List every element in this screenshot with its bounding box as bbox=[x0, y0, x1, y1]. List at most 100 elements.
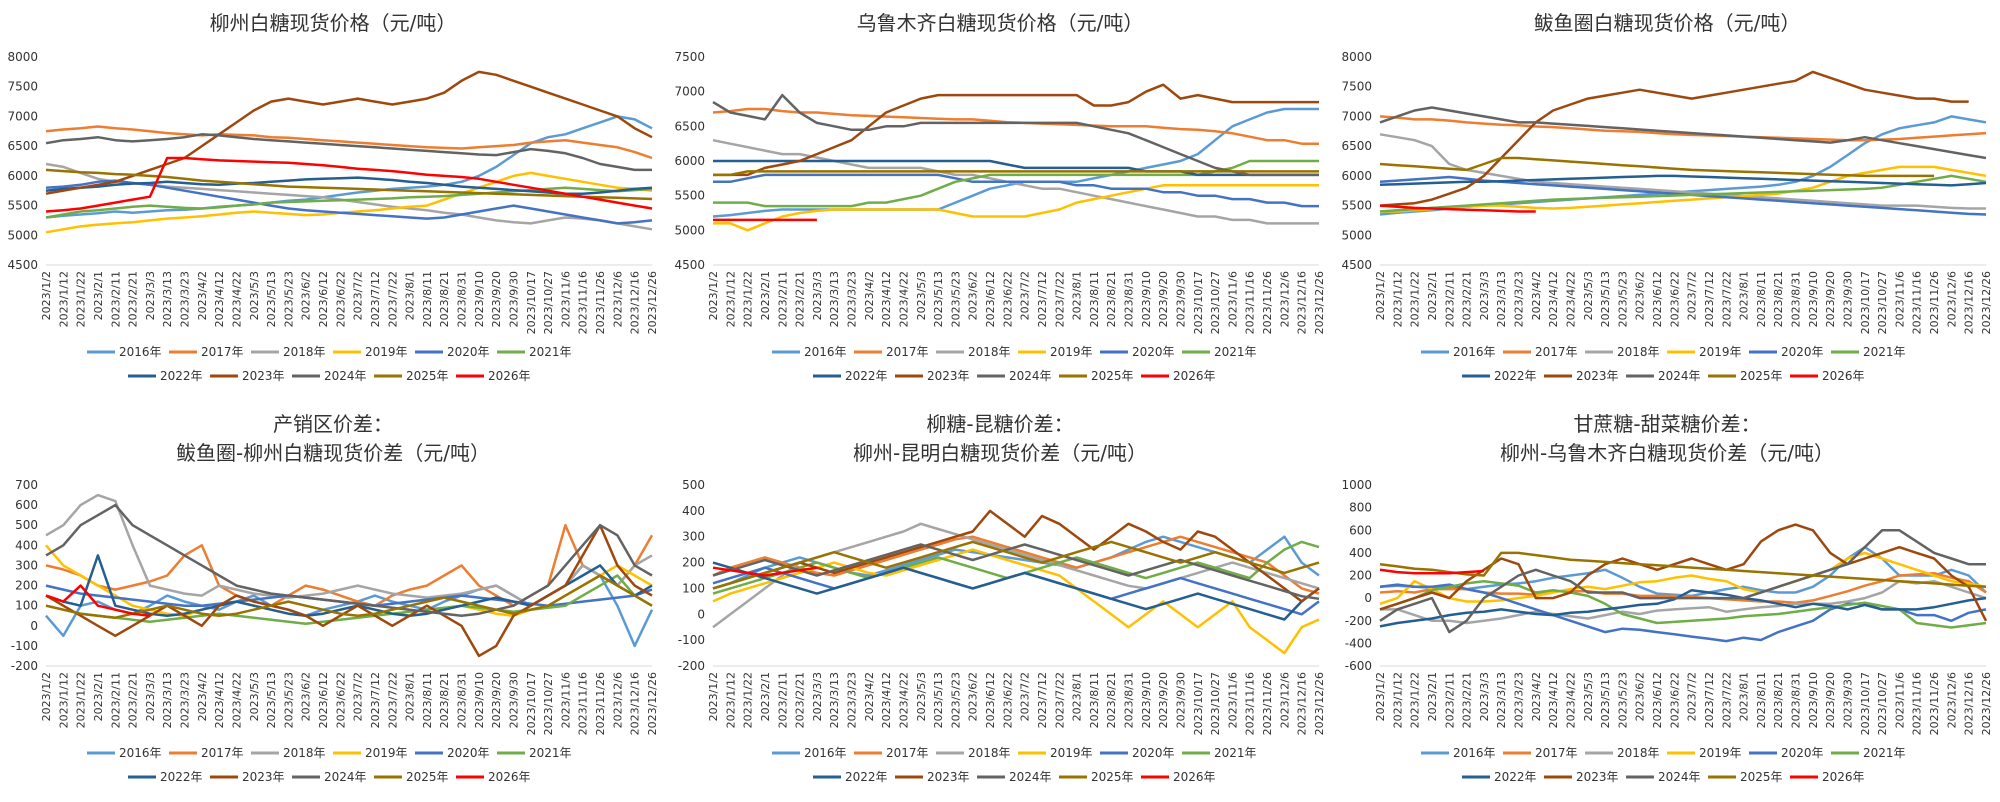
legend-label: 2023年 bbox=[1576, 770, 1619, 784]
x-tick-label: 2023/10/17 bbox=[1859, 672, 1872, 735]
legend-label: 2018年 bbox=[1617, 345, 1660, 359]
x-tick-label: 2023/10/27 bbox=[1209, 672, 1222, 735]
x-tick-label: 2023/7/22 bbox=[386, 672, 399, 728]
y-tick-label: 200 bbox=[682, 556, 705, 570]
chart-panel: 柳州白糖现货价格（元/吨） 4500 5000 5500 6000 6500 7000 750… bbox=[0, 0, 666, 401]
chart-panel: 产销区价差： 鲅鱼圈-柳州白糖现货价差（元/吨） -200 -100 0 100 200 30… bbox=[0, 401, 666, 802]
x-tick-label: 2023/9/10 bbox=[1140, 271, 1153, 327]
legend-label: 2021年 bbox=[1863, 746, 1906, 760]
legend-label: 2022年 bbox=[1494, 369, 1537, 383]
y-tick-label: 7500 bbox=[674, 50, 705, 64]
y-tick-label: -400 bbox=[1345, 636, 1372, 650]
chart-panel: 乌鲁木齐白糖现货价格（元/吨） 4500 5000 5500 6000 6500 7000 7… bbox=[667, 0, 1333, 401]
x-tick-label: 2023/4/12 bbox=[213, 672, 226, 728]
chart-panel: 鲅鱼圈白糖现货价格（元/吨） 4500 5000 5500 6000 6500 7000 75… bbox=[1334, 0, 2000, 401]
x-tick-label: 2023/6/2 bbox=[300, 271, 313, 320]
x-tick-label: 2023/10/27 bbox=[1876, 271, 1889, 334]
y-tick-label: 7000 bbox=[674, 85, 705, 99]
x-tick-label: 2023/2/1 bbox=[759, 271, 772, 320]
x-tick-label: 2023/8/31 bbox=[456, 672, 469, 728]
x-tick-label: 2023/12/6 bbox=[1278, 672, 1291, 728]
y-tick-label: 100 bbox=[682, 581, 705, 595]
series-line-9 bbox=[1379, 106, 1987, 160]
x-tick-label: 2023/7/2 bbox=[1019, 271, 1032, 320]
y-tick-label: 7500 bbox=[1341, 80, 1372, 94]
series-line-3 bbox=[1379, 133, 1986, 210]
x-tick-label: 2023/2/11 bbox=[109, 672, 122, 728]
x-tick-label: 2023/8/21 bbox=[438, 271, 451, 327]
legend-label: 2025年 bbox=[1740, 770, 1783, 784]
x-tick-label: 2023/3/3 bbox=[1478, 672, 1491, 721]
x-tick-label: 2023/10/17 bbox=[1192, 672, 1205, 735]
legend-label: 2026年 bbox=[488, 369, 531, 383]
x-tick-label: 2023/4/2 bbox=[196, 672, 209, 721]
series-line-7 bbox=[1379, 588, 1987, 628]
x-tick-label: 2023/11/6 bbox=[559, 271, 572, 327]
x-tick-label: 2023/6/22 bbox=[1001, 672, 1014, 728]
x-tick-label: 2023/5/13 bbox=[265, 271, 278, 327]
series-line-6 bbox=[1379, 579, 1987, 629]
legend-label: 2016年 bbox=[119, 746, 162, 760]
x-tick-label: 2023/1/22 bbox=[742, 672, 755, 728]
series-line-11 bbox=[1379, 204, 1536, 213]
x-tick-label: 2023/2/11 bbox=[109, 271, 122, 327]
x-tick-label: 2023/6/2 bbox=[967, 271, 980, 320]
x-tick-label: 2023/3/23 bbox=[846, 271, 859, 327]
x-tick-label: 2023/2/1 bbox=[92, 672, 105, 721]
x-tick-label: 2023/2/1 bbox=[759, 672, 772, 721]
series-line-5 bbox=[713, 173, 1319, 208]
series-line-2 bbox=[712, 535, 1320, 595]
x-tick-label: 2023/10/27 bbox=[542, 271, 555, 334]
series-line-5 bbox=[45, 179, 653, 225]
y-tick-label: 6500 bbox=[674, 119, 705, 133]
y-tick-label: 5000 bbox=[1341, 228, 1372, 242]
y-tick-label: 5000 bbox=[7, 228, 38, 242]
x-tick-label: 2023/5/3 bbox=[915, 672, 928, 721]
legend-label: 2024年 bbox=[1009, 770, 1052, 784]
series-line-11 bbox=[712, 566, 818, 577]
legend-label: 2020年 bbox=[447, 345, 490, 359]
x-tick-label: 2023/8/31 bbox=[1123, 271, 1136, 327]
x-tick-label: 2023/11/26 bbox=[1928, 271, 1941, 334]
series-line-10 bbox=[45, 574, 653, 619]
chart-title: 鲅鱼圈白糖现货价格（元/吨） bbox=[1534, 11, 1801, 35]
x-tick-label: 2023/4/2 bbox=[1530, 271, 1543, 320]
series-line-8 bbox=[1379, 70, 1969, 207]
x-tick-label: 2023/9/30 bbox=[507, 271, 520, 327]
legend-label: 2019年 bbox=[1699, 345, 1742, 359]
x-tick-label: 2023/7/12 bbox=[369, 672, 382, 728]
legend-label: 2016年 bbox=[1453, 746, 1496, 760]
x-tick-label: 2023/12/16 bbox=[1963, 672, 1976, 735]
x-tick-label: 2023/1/22 bbox=[1409, 271, 1422, 327]
x-tick-label: 2023/12/16 bbox=[629, 271, 642, 334]
x-tick-label: 2023/1/22 bbox=[75, 271, 88, 327]
x-tick-label: 2023/6/22 bbox=[1668, 271, 1681, 327]
x-tick-label: 2023/8/21 bbox=[1772, 672, 1785, 728]
x-tick-label: 2023/9/20 bbox=[1824, 271, 1837, 327]
x-tick-label: 2023/10/17 bbox=[1192, 271, 1205, 334]
x-tick-label: 2023/10/27 bbox=[1209, 271, 1222, 334]
x-tick-label: 2023/12/26 bbox=[1980, 672, 1993, 735]
x-tick-label: 2023/9/30 bbox=[1174, 672, 1187, 728]
legend-label: 2018年 bbox=[968, 746, 1011, 760]
x-tick-label: 2023/5/23 bbox=[949, 672, 962, 728]
x-tick-label: 2023/12/6 bbox=[1945, 271, 1958, 327]
series-line-11 bbox=[45, 156, 653, 213]
legend-label: 2026年 bbox=[488, 770, 531, 784]
series-line-7 bbox=[45, 176, 653, 195]
x-tick-label: 2023/3/13 bbox=[161, 271, 174, 327]
legend-label: 2018年 bbox=[283, 746, 326, 760]
legend-label: 2019年 bbox=[1050, 746, 1093, 760]
x-tick-label: 2023/6/22 bbox=[334, 271, 347, 327]
x-tick-label: 2023/8/31 bbox=[456, 271, 469, 327]
series-line-9 bbox=[712, 93, 1319, 177]
chart-svg: 产销区价差： 鲅鱼圈-柳州白糖现货价差（元/吨） -200 -100 0 100 200 30… bbox=[11, 412, 659, 784]
x-tick-label: 2023/1/22 bbox=[75, 672, 88, 728]
x-tick-label: 2023/1/12 bbox=[1391, 672, 1404, 728]
x-tick-label: 2023/3/13 bbox=[1495, 271, 1508, 327]
y-tick-label: 300 bbox=[15, 558, 38, 572]
x-tick-label: 2023/8/1 bbox=[404, 672, 417, 721]
x-tick-label: 2023/2/21 bbox=[794, 271, 807, 327]
x-tick-label: 2023/11/16 bbox=[577, 672, 590, 735]
